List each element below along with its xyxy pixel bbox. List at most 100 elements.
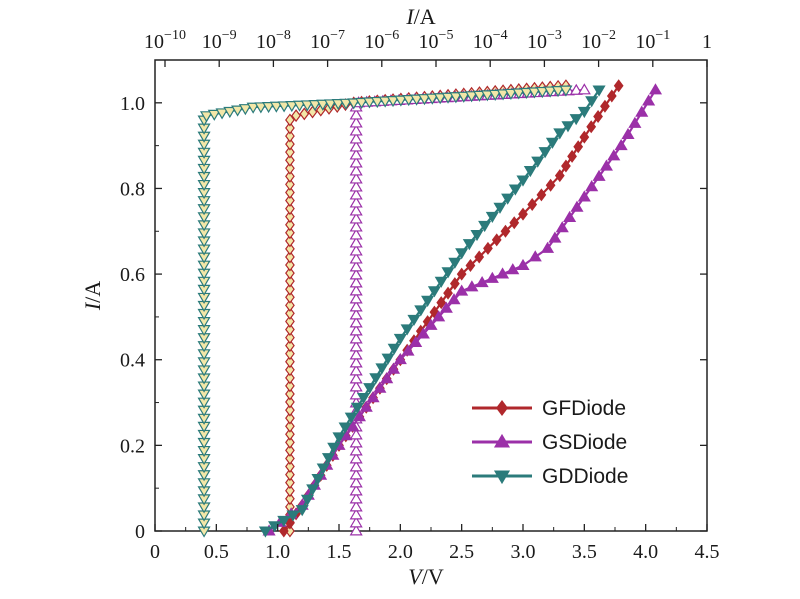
log-curve-point (349, 212, 363, 224)
top-tick-base: 10 (310, 31, 330, 53)
log-curve-point (285, 355, 295, 369)
iv-curve-point (434, 276, 448, 288)
log-curve-point (285, 258, 295, 272)
iv-curve-point (500, 224, 511, 238)
log-curve-point (349, 268, 363, 280)
log-curve-point (355, 97, 369, 110)
log-curve-point (410, 94, 424, 106)
log-curve-point (370, 96, 384, 109)
log-curve-point (285, 290, 295, 304)
iv-curve-point (548, 231, 562, 243)
log-curve-point (349, 324, 363, 336)
y-tick-label: 0 (135, 521, 145, 543)
log-curve-point (349, 172, 363, 184)
iv-curve-point (553, 128, 567, 140)
top-tick-label: 10−5 (419, 28, 454, 53)
iv-curve-point (569, 114, 583, 126)
iv-curve-point (427, 286, 441, 298)
log-curve-point (285, 435, 295, 449)
iv-curve-point (449, 277, 460, 291)
iv-curve-point (386, 362, 401, 374)
iv-curve-point (607, 149, 621, 161)
log-curve-point (349, 188, 363, 200)
top-x-axis-title-var: I (405, 4, 415, 29)
top-x-axis-title-unit: /A (414, 4, 436, 29)
log-curve-point (425, 93, 439, 105)
log-curve-point (231, 105, 245, 117)
log-curve-point (349, 484, 363, 496)
legend-swatch-marker (496, 400, 508, 416)
top-tick-label: 10−9 (202, 28, 237, 53)
iv-curve-point (555, 221, 569, 233)
iv-curve-point (496, 267, 510, 279)
top-x-axis-title: I/A (405, 4, 435, 29)
iv-curve-point (441, 267, 455, 279)
x-tick-label: 0 (150, 541, 160, 563)
legend-swatch-marker (493, 470, 511, 485)
log-curve-line (203, 88, 566, 531)
log-curve-point (349, 380, 363, 392)
x-axis-title-var: V (408, 564, 424, 589)
log-curve-point (285, 314, 295, 328)
top-tick-exp: −5 (439, 28, 454, 43)
iv-curve-point (508, 184, 522, 196)
y-tick-label: 1.0 (120, 93, 145, 115)
log-curve-point (349, 348, 363, 360)
iv-curve-point (311, 473, 325, 486)
iv-curve-point (545, 137, 559, 149)
log-curve-point (441, 92, 455, 104)
iv-curve-point (506, 263, 520, 275)
log-curve-point (362, 97, 376, 109)
iv-curve-point (400, 324, 414, 336)
iv-curve-point (401, 344, 415, 356)
log-curve-point (349, 468, 363, 480)
iv-curve-point (599, 159, 613, 171)
iv-curve-point (485, 271, 499, 283)
iv-curve-point (350, 402, 364, 414)
log-curve-point (285, 395, 295, 409)
iv-curve-point (545, 178, 556, 192)
top-tick-label: 10−4 (473, 28, 508, 53)
log-curve-point (349, 524, 363, 536)
log-curve-point (285, 306, 295, 320)
iv-curve-point (528, 250, 542, 262)
top-tick-exp: −8 (276, 28, 291, 43)
log-curve-point (285, 363, 295, 377)
legend-swatch-marker (493, 433, 511, 448)
log-curve-point (285, 451, 295, 465)
iv-curve-point (455, 284, 469, 296)
log-curve-point (480, 90, 494, 102)
log-curve-point (277, 101, 291, 113)
log-curve-point (349, 108, 363, 120)
log-curve-point (323, 99, 338, 111)
log-curve-point (349, 500, 363, 512)
log-curve-point (285, 129, 295, 143)
iv-curve-point (614, 138, 628, 151)
log-curve-point (349, 332, 363, 344)
iv-curve-point (518, 207, 528, 221)
log-curve-point (300, 100, 314, 112)
log-curve-point (285, 226, 295, 240)
log-curve-point (285, 419, 295, 433)
log-curve-point (285, 210, 295, 224)
log-curve-point (417, 94, 432, 106)
iv-curve-point (455, 248, 469, 260)
iv-curve-point (375, 363, 389, 375)
log-curve-point (349, 260, 363, 272)
log-curve-point (285, 476, 295, 490)
top-tick-base: 10 (202, 31, 222, 53)
log-curve-point (349, 300, 363, 312)
iv-curve-point (409, 335, 423, 348)
top-tick-label: 10−8 (256, 28, 291, 53)
log-curve-point (349, 220, 363, 232)
iv-curve-point (586, 120, 597, 134)
log-curve-point (551, 85, 565, 98)
top-tick-label: 10−3 (527, 28, 562, 53)
log-curve-point (349, 284, 363, 296)
iv-curve-point (424, 318, 438, 330)
iv-curve-point (567, 149, 577, 163)
x-tick-label: 3.0 (511, 541, 536, 563)
iv-curve-point (277, 515, 291, 527)
log-curve-point (285, 427, 295, 441)
